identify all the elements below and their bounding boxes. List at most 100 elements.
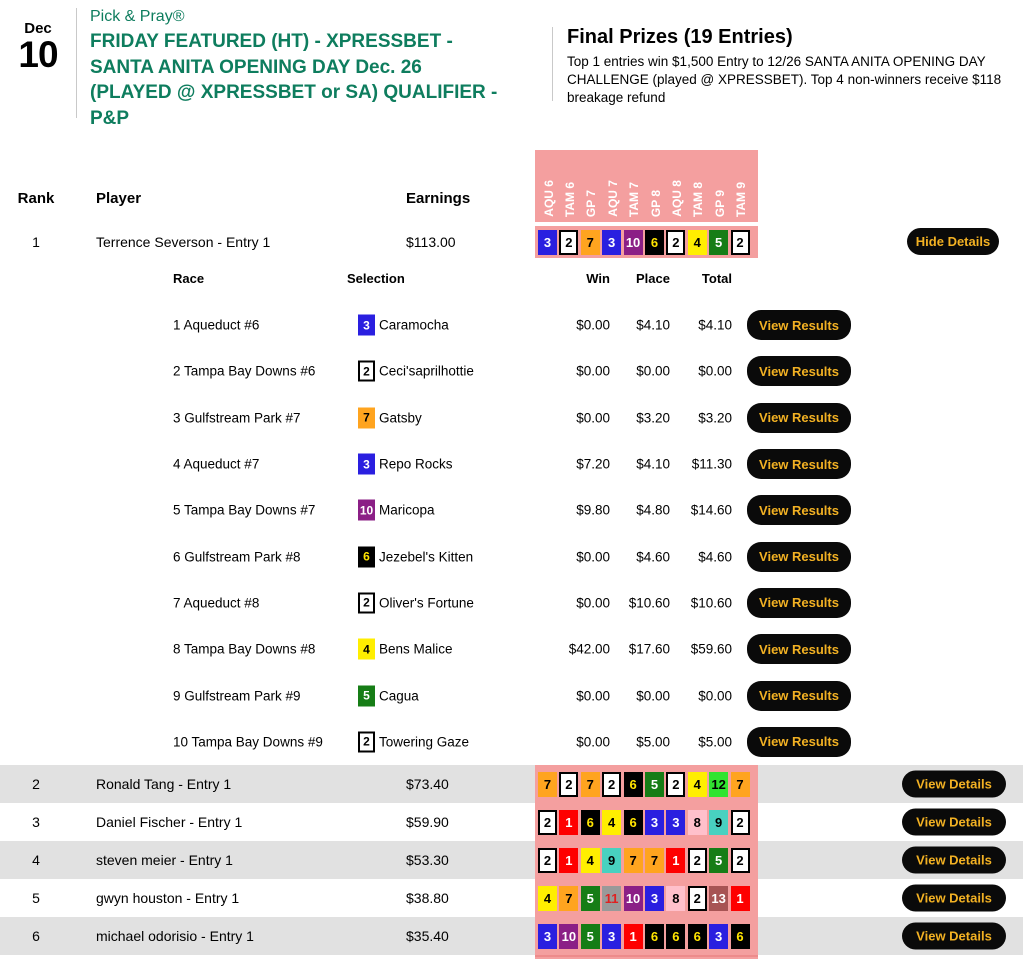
picks-strip: 3 2 7 3 10 6 2 4 5 2 bbox=[535, 226, 758, 258]
saddle-cloth-13: 13 bbox=[709, 885, 729, 911]
date-day: 10 bbox=[18, 34, 58, 75]
race-columns-header: AQU 6 TAM 6 GP 7 AQU 7 TAM 7 GP 8 AQU 8 TAM 8 GP… bbox=[535, 150, 758, 222]
view-results-button[interactable]: View Results bbox=[747, 680, 851, 711]
race-name: 6 Gulfstream Park #8 bbox=[173, 549, 301, 565]
view-results-button[interactable]: View Results bbox=[747, 634, 851, 665]
saddle-cloth-2: 2 bbox=[538, 809, 557, 835]
saddle-cloth-6: 6 bbox=[644, 923, 664, 949]
saddle-cloth-3: 3 bbox=[602, 923, 622, 949]
saddle-cloth-2: 2 bbox=[687, 847, 707, 873]
hide-details-button[interactable]: Hide Details bbox=[907, 228, 999, 255]
total-amount: $14.60 bbox=[690, 502, 732, 518]
saddle-cloth-4: 4 bbox=[602, 809, 622, 835]
view-results-button[interactable]: View Results bbox=[747, 402, 851, 433]
picks-strip: 4 7 5 11 10 3 8 2 13 1 bbox=[535, 879, 758, 917]
saddle-cloth-9: 9 bbox=[709, 809, 729, 835]
saddle-cloth-2: 2 bbox=[602, 771, 622, 797]
view-details-button[interactable]: View Details bbox=[902, 884, 1006, 912]
prizes-text: Top 1 entries win $1,500 Entry to 12/26 … bbox=[567, 54, 1002, 105]
place-amount: $17.60 bbox=[628, 641, 670, 657]
saddle-cloth-3: 3 bbox=[358, 314, 375, 336]
total-amount: $4.10 bbox=[698, 317, 732, 333]
player-name: michael odorisio - Entry 1 bbox=[96, 928, 254, 944]
leaderboard-row: 6 michael odorisio - Entry 1 $35.40 3 10 5… bbox=[0, 917, 1023, 955]
saddle-cloth-1: 1 bbox=[559, 847, 579, 873]
race-detail-row: 9 Gulfstream Park #9 5 Cagua $0.00 $0.00… bbox=[0, 672, 1023, 718]
view-results-button[interactable]: View Results bbox=[747, 356, 851, 387]
win-amount: $9.80 bbox=[576, 502, 610, 518]
saddle-cloth-5: 5 bbox=[358, 685, 375, 707]
view-details-button[interactable]: View Details bbox=[902, 846, 1006, 874]
saddle-cloth-5: 5 bbox=[580, 885, 600, 911]
win-amount: $0.00 bbox=[576, 688, 610, 704]
view-results-button[interactable]: View Results bbox=[747, 587, 851, 618]
win-amount: $0.00 bbox=[576, 595, 610, 611]
view-results-button[interactable]: View Results bbox=[747, 726, 851, 757]
total-amount: $4.60 bbox=[698, 549, 732, 565]
total-detail-header: Total bbox=[701, 271, 732, 286]
race-name: 5 Tampa Bay Downs #7 bbox=[173, 502, 316, 518]
view-results-button[interactable]: View Results bbox=[747, 541, 851, 572]
rank-cell: 6 bbox=[32, 928, 40, 944]
saddle-cloth-11: 11 bbox=[602, 885, 622, 911]
view-results-button[interactable]: View Results bbox=[747, 310, 851, 341]
race-detail-row: 6 Gulfstream Park #8 6 Jezebel's Kitten … bbox=[0, 534, 1023, 580]
selection-detail-header: Selection bbox=[347, 271, 405, 286]
contest-brand: Pick & Pray® bbox=[90, 8, 185, 25]
picks-strip: 3 10 5 3 1 6 6 6 3 6 bbox=[535, 917, 758, 955]
view-results-button[interactable]: View Results bbox=[747, 449, 851, 480]
player-column-header: Player bbox=[96, 190, 142, 207]
saddle-cloth-3: 3 bbox=[358, 453, 375, 475]
race-column-label: AQU 8 bbox=[670, 180, 685, 217]
saddle-cloth-9: 9 bbox=[602, 847, 622, 873]
earnings-cell: $35.40 bbox=[406, 928, 449, 944]
race-name: 1 Aqueduct #6 bbox=[173, 317, 260, 333]
view-details-button[interactable]: View Details bbox=[902, 922, 1006, 950]
race-column-label: GP 7 bbox=[584, 189, 599, 217]
picks-strip: 7 2 7 2 6 5 2 4 12 7 bbox=[535, 765, 758, 803]
place-amount: $5.00 bbox=[636, 734, 670, 750]
race-detail-row: 2 Tampa Bay Downs #6 2 Ceci'saprilhottie… bbox=[0, 348, 1023, 394]
race-column-label: AQU 6 bbox=[541, 180, 556, 217]
horse-name: Maricopa bbox=[379, 502, 435, 518]
saddle-cloth-6: 6 bbox=[666, 923, 686, 949]
view-results-button[interactable]: View Results bbox=[747, 495, 851, 526]
race-column-label: TAM 6 bbox=[563, 181, 578, 217]
saddle-cloth-7: 7 bbox=[580, 229, 600, 255]
earnings-cell: $73.40 bbox=[406, 776, 449, 792]
win-amount: $0.00 bbox=[576, 734, 610, 750]
view-details-button[interactable]: View Details bbox=[902, 808, 1006, 836]
saddle-cloth-6: 6 bbox=[358, 546, 375, 568]
saddle-cloth-8: 8 bbox=[687, 809, 707, 835]
win-amount: $7.20 bbox=[576, 456, 610, 472]
horse-name: Repo Rocks bbox=[379, 456, 453, 472]
earnings-cell: $59.90 bbox=[406, 814, 449, 830]
place-amount: $4.10 bbox=[636, 456, 670, 472]
rank-column-header: Rank bbox=[17, 190, 55, 207]
rank-cell: 1 bbox=[32, 234, 40, 250]
race-column-label: TAM 7 bbox=[627, 181, 642, 217]
contest-title: FRIDAY FEATURED (HT) - XPRESSBET - SANTA… bbox=[90, 31, 498, 129]
saddle-cloth-7: 7 bbox=[538, 771, 557, 797]
view-details-button[interactable]: View Details bbox=[902, 770, 1006, 798]
leaderboard-row: 5 gwyn houston - Entry 1 $38.80 4 7 5 11 10 3… bbox=[0, 879, 1023, 917]
saddle-cloth-2: 2 bbox=[358, 731, 375, 753]
saddle-cloth-2: 2 bbox=[538, 847, 557, 873]
prizes-title: Final Prizes (19 Entries) bbox=[567, 26, 793, 48]
race-name: 9 Gulfstream Park #9 bbox=[173, 688, 301, 704]
race-column-label: TAM 9 bbox=[734, 181, 749, 217]
place-amount: $4.10 bbox=[636, 317, 670, 333]
win-amount: $42.00 bbox=[568, 641, 610, 657]
saddle-cloth-2: 2 bbox=[687, 885, 707, 911]
race-detail-row: 8 Tampa Bay Downs #8 4 Bens Malice $42.0… bbox=[0, 626, 1023, 672]
saddle-cloth-2: 2 bbox=[730, 809, 750, 835]
horse-name: Bens Malice bbox=[379, 641, 453, 657]
saddle-cloth-5: 5 bbox=[709, 847, 729, 873]
saddle-cloth-6: 6 bbox=[687, 923, 707, 949]
saddle-cloth-6: 6 bbox=[730, 923, 750, 949]
date-month: Dec bbox=[24, 20, 52, 37]
race-name: 10 Tampa Bay Downs #9 bbox=[173, 734, 323, 750]
saddle-cloth-5: 5 bbox=[580, 923, 600, 949]
